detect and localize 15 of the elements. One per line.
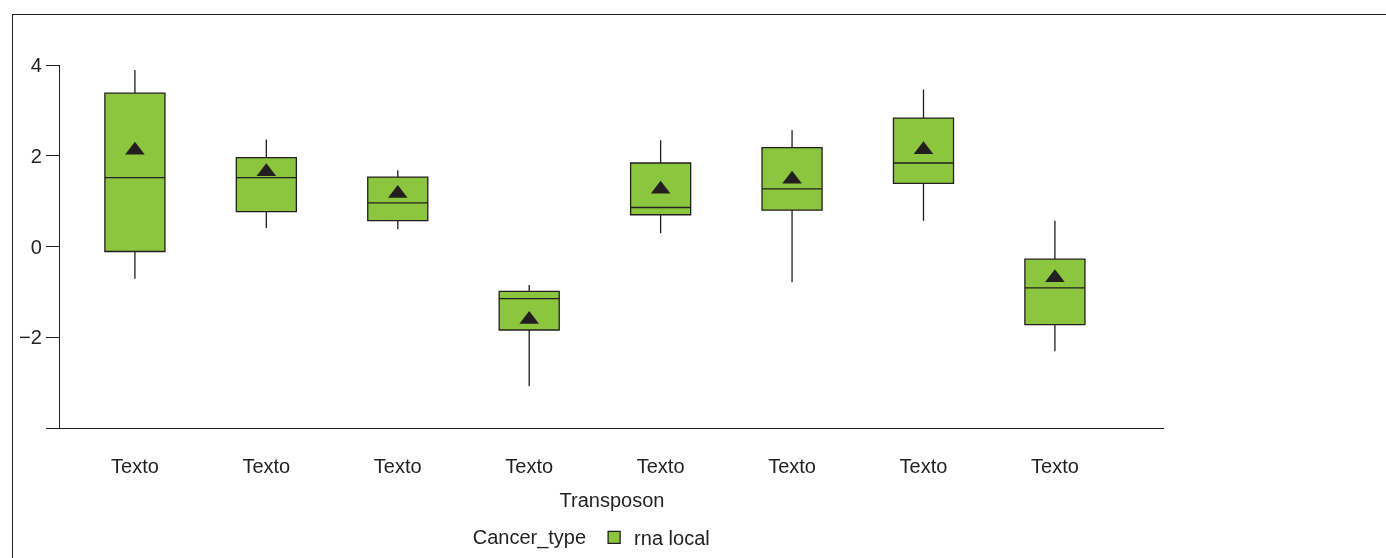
x-tick-label: Texto [768,455,816,478]
y-tick-label: 2 [30,144,42,167]
x-tick-label: Texto [242,455,291,478]
x-axis-title: Transposon [559,488,665,511]
legend-title: Cancer_type [472,525,587,549]
x-tick-label: Texto [505,455,554,478]
y-tick-label: −2 [19,326,42,349]
x-tick-label: Texto [899,455,948,478]
x-tick-label: Texto [636,455,685,478]
x-tick-label: Texto [1031,455,1079,478]
x-tick-label: Texto [111,455,159,478]
y-tick-label: 0 [30,235,42,258]
legend-label: rna local [634,527,710,550]
x-tick-label: Texto [373,455,422,478]
y-tick-label: 4 [30,54,42,76]
